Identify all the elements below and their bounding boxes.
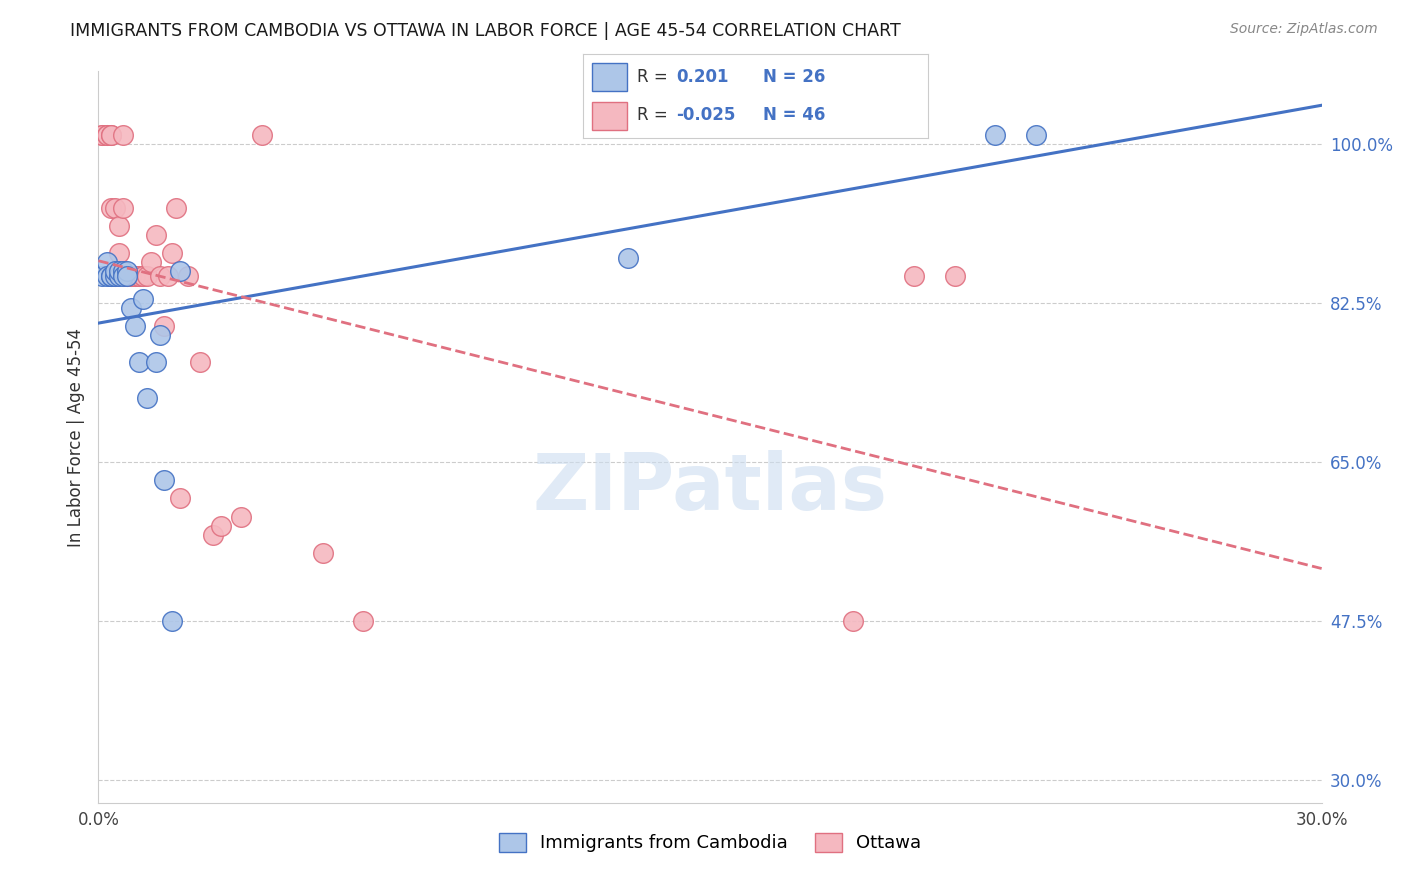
- Point: [136, 268, 159, 283]
- Point: [100, 268, 122, 283]
- Point: [145, 227, 167, 242]
- FancyBboxPatch shape: [592, 102, 627, 130]
- Point: [100, 128, 122, 142]
- Point: [108, 264, 131, 278]
- Point: [111, 268, 134, 283]
- Point: [128, 355, 150, 369]
- Point: [841, 614, 863, 628]
- Point: [128, 268, 150, 283]
- Point: [115, 268, 138, 283]
- Point: [100, 268, 122, 283]
- Point: [115, 268, 138, 283]
- Point: [100, 128, 122, 142]
- Point: [160, 614, 183, 628]
- Text: R =: R =: [637, 68, 673, 86]
- Point: [160, 246, 183, 260]
- Point: [124, 318, 146, 333]
- Point: [156, 268, 179, 283]
- Point: [104, 268, 127, 283]
- Text: IMMIGRANTS FROM CAMBODIA VS OTTAWA IN LABOR FORCE | AGE 45-54 CORRELATION CHART: IMMIGRANTS FROM CAMBODIA VS OTTAWA IN LA…: [70, 22, 901, 40]
- Point: [984, 128, 1007, 142]
- Point: [104, 264, 127, 278]
- Text: N = 46: N = 46: [762, 106, 825, 124]
- Point: [91, 128, 114, 142]
- Y-axis label: In Labor Force | Age 45-54: In Labor Force | Age 45-54: [66, 327, 84, 547]
- Point: [132, 292, 155, 306]
- Point: [100, 268, 122, 283]
- Point: [250, 128, 273, 142]
- Point: [128, 268, 150, 283]
- Point: [165, 201, 187, 215]
- Text: 0.201: 0.201: [676, 68, 728, 86]
- Point: [149, 327, 172, 342]
- Point: [312, 546, 335, 560]
- Legend: Immigrants from Cambodia, Ottawa: Immigrants from Cambodia, Ottawa: [491, 826, 929, 860]
- Text: ZIPatlas: ZIPatlas: [533, 450, 887, 526]
- Point: [132, 268, 155, 283]
- Point: [115, 268, 138, 283]
- Point: [169, 491, 191, 506]
- Point: [108, 268, 131, 283]
- Point: [136, 392, 159, 406]
- Point: [617, 251, 640, 265]
- Point: [188, 355, 212, 369]
- Text: -0.025: -0.025: [676, 106, 735, 124]
- Point: [115, 264, 138, 278]
- Point: [169, 264, 191, 278]
- Point: [108, 246, 131, 260]
- Point: [108, 219, 131, 233]
- FancyBboxPatch shape: [592, 62, 627, 91]
- Point: [149, 268, 172, 283]
- Point: [104, 268, 127, 283]
- Point: [141, 255, 163, 269]
- Point: [943, 268, 966, 283]
- Point: [111, 264, 134, 278]
- Point: [201, 528, 224, 542]
- Text: Source: ZipAtlas.com: Source: ZipAtlas.com: [1230, 22, 1378, 37]
- Point: [96, 128, 118, 142]
- Point: [145, 355, 167, 369]
- Point: [231, 509, 253, 524]
- Point: [352, 614, 374, 628]
- Point: [1025, 128, 1047, 142]
- Point: [115, 268, 138, 283]
- Point: [124, 268, 146, 283]
- Point: [152, 318, 174, 333]
- Point: [124, 268, 146, 283]
- Point: [91, 128, 114, 142]
- Point: [120, 268, 142, 283]
- Point: [209, 518, 232, 533]
- Point: [96, 268, 118, 283]
- Point: [91, 268, 114, 283]
- Point: [96, 128, 118, 142]
- Point: [96, 255, 118, 269]
- Point: [104, 268, 127, 283]
- Point: [120, 268, 142, 283]
- Point: [111, 201, 134, 215]
- Point: [120, 301, 142, 315]
- Point: [177, 268, 200, 283]
- Point: [100, 201, 122, 215]
- Text: N = 26: N = 26: [762, 68, 825, 86]
- Text: R =: R =: [637, 106, 673, 124]
- Point: [104, 201, 127, 215]
- Point: [111, 128, 134, 142]
- Point: [903, 268, 925, 283]
- Point: [152, 473, 174, 487]
- Point: [132, 268, 155, 283]
